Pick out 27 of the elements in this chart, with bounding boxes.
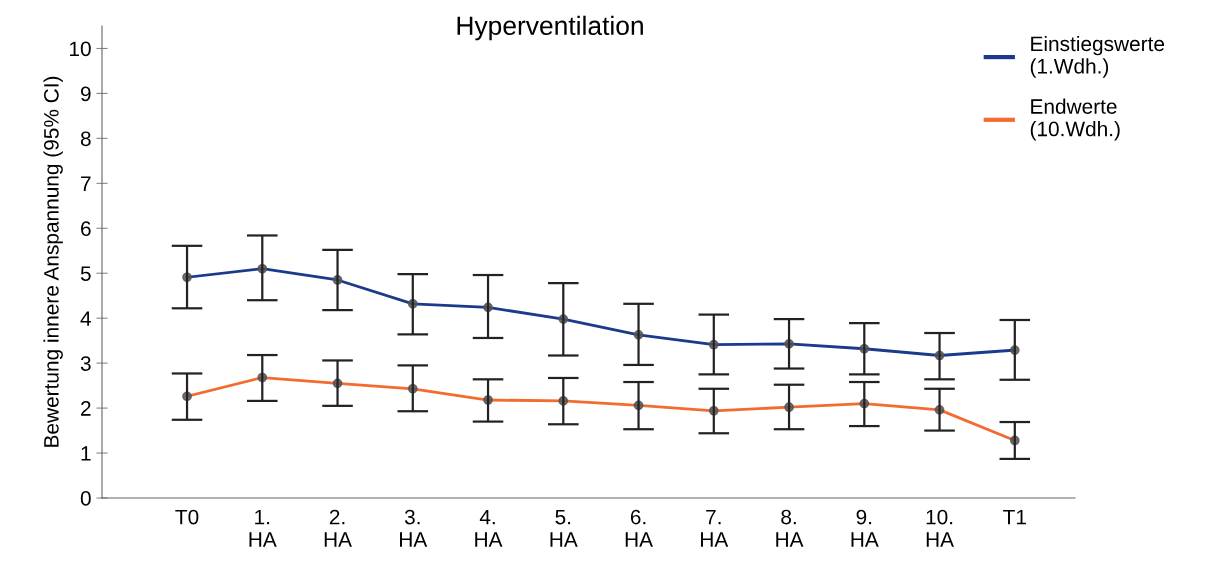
x-tick-label: 4. HA [475, 509, 503, 547]
y-tick-label: 10 [70, 41, 91, 57]
legend-label: Einstiegswerte (1.Wdh.) [1030, 35, 1165, 78]
y-tick-label: 3 [80, 356, 91, 371]
x-tick-label: 9. HA [851, 509, 879, 547]
y-tick-label: 7 [81, 176, 91, 191]
y-tick-label: 4 [80, 311, 91, 326]
y-tick-label: 5 [80, 266, 91, 281]
x-tick-label: T1 [1003, 509, 1026, 525]
x-tick-label: 10. HA [926, 509, 954, 547]
y-tick-label: 9 [80, 86, 91, 102]
y-tick-label: 2 [81, 401, 91, 416]
x-tick-label: 2. HA [324, 509, 352, 547]
x-tick-label: 3. HA [400, 509, 428, 547]
x-tick-label: T0 [175, 509, 199, 525]
y-tick-label: 0 [80, 491, 91, 506]
x-tick-label: 6. HA [625, 509, 653, 547]
y-tick-label: 6 [81, 221, 91, 237]
x-tick-label: 5. HA [550, 509, 578, 547]
legend-label: Endwerte (10.Wdh.) [1030, 98, 1120, 141]
x-tick-label: 7. HA [701, 509, 729, 547]
y-tick-label: 1 [81, 446, 91, 461]
chart-title: Hyperventilation [457, 15, 643, 41]
x-tick-label: 8. HA [776, 509, 804, 547]
x-tick-label: 1. HA [249, 509, 277, 547]
y-tick-label: 8 [80, 131, 91, 147]
y-axis-title: Bewertung innere Anspannung (95% CI) [43, 76, 63, 447]
